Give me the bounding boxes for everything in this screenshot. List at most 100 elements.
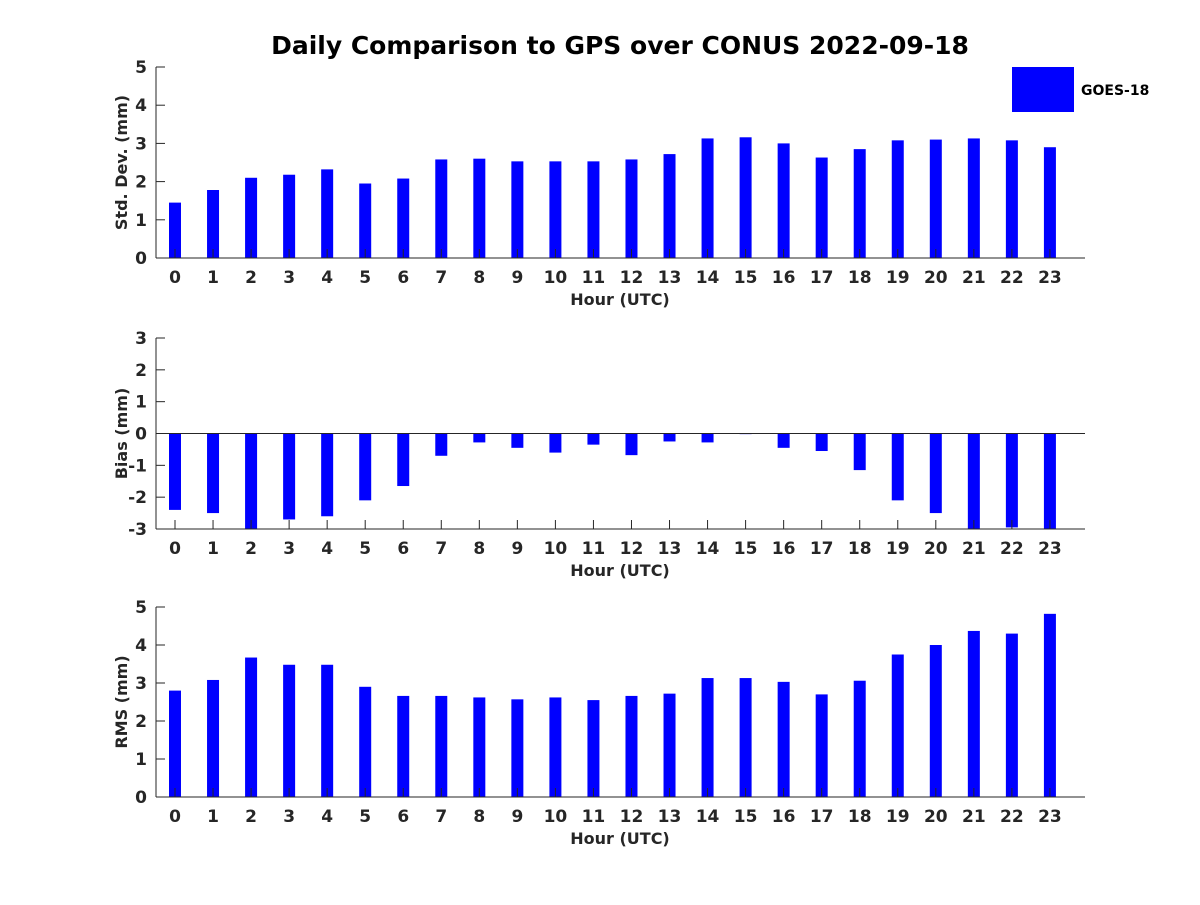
x-tick-label: 0: [169, 807, 181, 827]
x-tick-label: 9: [511, 539, 523, 559]
x-tick-label: 6: [397, 539, 409, 559]
x-tick-label: 10: [544, 268, 568, 288]
x-tick-label: 21: [962, 268, 986, 288]
bar-17: [815, 694, 828, 797]
x-tick-label: 11: [582, 807, 606, 827]
y-tick-label: -1: [128, 456, 147, 476]
x-tick-label: 19: [886, 268, 910, 288]
bar-4: [321, 169, 334, 258]
bar-18: [853, 433, 866, 471]
bar-17: [815, 157, 828, 258]
y-axis-label: Bias (mm): [112, 388, 131, 480]
y-tick-label: 0: [135, 249, 147, 269]
x-tick-label: 18: [848, 268, 872, 288]
x-tick-label: 7: [435, 807, 447, 827]
bar-23: [1043, 433, 1056, 529]
bar-11: [587, 161, 600, 258]
x-tick-label: 16: [772, 807, 796, 827]
legend-label: GOES-18: [1081, 83, 1149, 99]
x-tick-label: 17: [810, 268, 834, 288]
x-tick-label: 18: [848, 539, 872, 559]
x-tick-label: 15: [734, 807, 758, 827]
x-tick-label: 14: [696, 268, 720, 288]
bar-1: [207, 190, 220, 258]
bar-11: [587, 433, 600, 445]
x-tick-label: 15: [734, 268, 758, 288]
x-tick-label: 3: [283, 539, 295, 559]
x-tick-label: 5: [359, 807, 371, 827]
x-tick-label: 10: [544, 539, 568, 559]
x-tick-label: 3: [283, 807, 295, 827]
x-tick-label: 20: [924, 807, 948, 827]
y-tick-label: 1: [135, 393, 147, 413]
bar-14: [701, 138, 714, 258]
bar-0: [169, 433, 181, 510]
x-tick-label: 1: [207, 539, 219, 559]
x-tick-label: 4: [321, 539, 333, 559]
x-tick-label: 23: [1038, 268, 1062, 288]
x-tick-label: 4: [321, 807, 333, 827]
x-tick-label: 13: [658, 539, 682, 559]
x-tick-label: 2: [245, 807, 257, 827]
bar-11: [587, 700, 600, 797]
x-tick-label: 5: [359, 268, 371, 288]
x-tick-label: 16: [772, 268, 796, 288]
x-tick-label: 8: [473, 268, 485, 288]
bar-15: [739, 137, 752, 258]
x-tick-label: 16: [772, 539, 796, 559]
x-tick-label: 21: [962, 807, 986, 827]
x-tick-label: 2: [245, 539, 257, 559]
bar-2: [245, 433, 258, 529]
x-tick-label: 18: [848, 807, 872, 827]
y-tick-label: 3: [135, 329, 147, 349]
x-tick-label: 7: [435, 268, 447, 288]
x-tick-label: 10: [544, 807, 568, 827]
x-tick-label: 7: [435, 539, 447, 559]
bar-16: [777, 143, 790, 258]
bar-12: [625, 695, 638, 797]
bar-6: [397, 433, 410, 487]
bar-0: [169, 202, 181, 258]
bar-18: [853, 680, 866, 797]
x-tick-label: 9: [511, 268, 523, 288]
x-tick-label: 14: [696, 807, 720, 827]
y-tick-label: -2: [128, 488, 147, 508]
x-tick-label: 23: [1038, 807, 1062, 827]
x-tick-label: 0: [169, 268, 181, 288]
bar-16: [777, 681, 790, 797]
x-tick-label: 13: [658, 807, 682, 827]
x-tick-label: 11: [582, 539, 606, 559]
x-tick-label: 4: [321, 268, 333, 288]
y-tick-label: 3: [135, 674, 147, 694]
x-tick-label: 9: [511, 807, 523, 827]
bar-1: [207, 433, 220, 514]
bar-20: [929, 645, 942, 797]
x-axis-label: Hour (UTC): [570, 829, 670, 848]
x-tick-label: 6: [397, 807, 409, 827]
bar-2: [245, 657, 258, 797]
bar-22: [1005, 140, 1018, 258]
bar-10: [549, 433, 562, 453]
bar-19: [891, 140, 904, 258]
y-tick-label: 2: [135, 712, 147, 732]
x-tick-label: 12: [620, 539, 644, 559]
bar-15: [739, 678, 752, 797]
bar-9: [511, 433, 524, 448]
x-tick-label: 19: [886, 807, 910, 827]
bar-17: [815, 433, 828, 452]
x-tick-label: 1: [207, 268, 219, 288]
bar-6: [397, 695, 410, 797]
y-tick-label: 1: [135, 211, 147, 231]
bar-10: [549, 697, 562, 797]
x-tick-label: 8: [473, 807, 485, 827]
y-axis-label: Std. Dev. (mm): [112, 95, 131, 230]
bar-21: [967, 138, 980, 258]
x-tick-label: 1: [207, 807, 219, 827]
x-tick-label: 23: [1038, 539, 1062, 559]
bar-23: [1043, 613, 1056, 797]
bar-0: [169, 690, 181, 797]
